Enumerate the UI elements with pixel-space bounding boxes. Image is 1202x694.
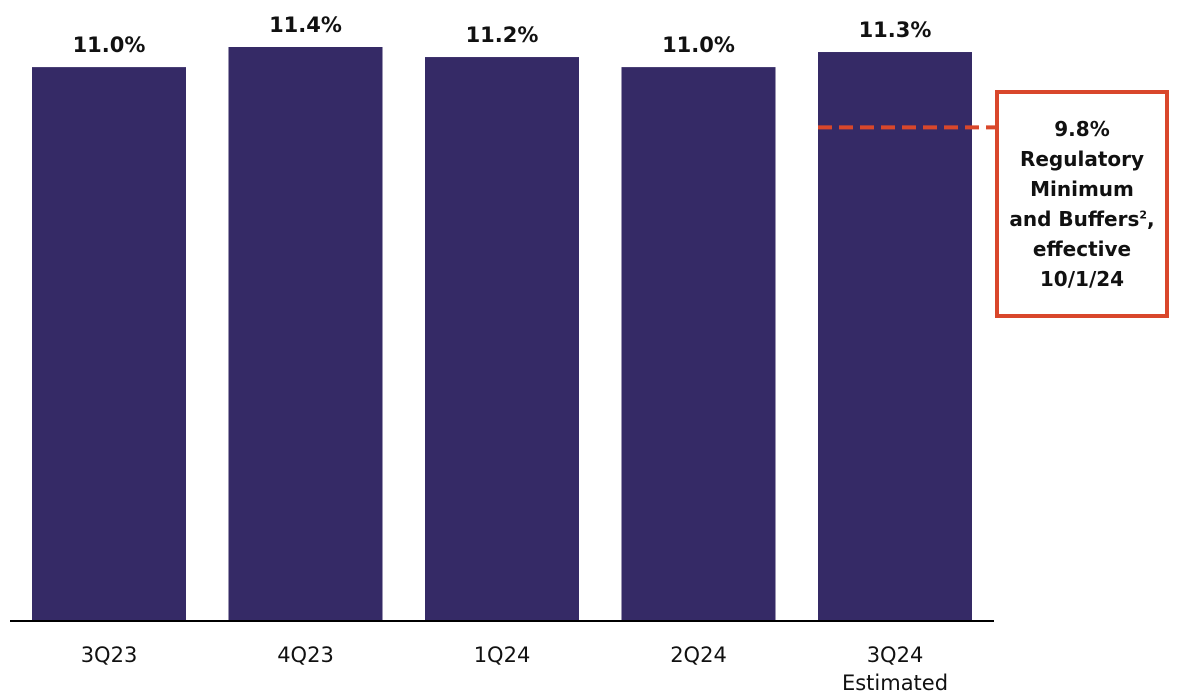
data-label-3q24: 11.3% [859,18,932,42]
callout-line-date: 10/1/24 [1039,267,1125,291]
callout-line-effective: effective [1032,237,1132,261]
callout-buffers-text: and Buffers [1009,207,1140,231]
category-label-3q23: 3Q23 [81,643,138,667]
category-sublabel-3q24: Estimated [842,671,948,694]
callout-line-buffers: and Buffers2, [1009,204,1154,234]
bar-4q23 [228,47,383,620]
bar-3q24 [818,52,972,621]
category-label-2q24: 2Q24 [670,643,727,667]
data-label-4q23: 11.4% [269,13,342,37]
category-label-4q23: 4Q23 [277,643,334,667]
callout-value: 9.8% [1054,117,1110,141]
bar-3q23 [32,67,186,620]
category-label-3q24: 3Q24 [867,643,924,667]
callout-line-minimum: Minimum [1030,177,1134,201]
bar-2q24 [621,67,776,620]
data-label-3q23: 11.0% [73,33,146,57]
bars-group [32,47,972,621]
category-labels-group: 3Q23 4Q23 1Q24 2Q24 3Q24 Estimated [81,643,948,694]
bar-1q24 [425,57,579,621]
data-label-1q24: 11.2% [466,23,539,47]
callout-buffers-comma: , [1147,207,1155,231]
data-label-2q24: 11.0% [662,33,735,57]
callout-line-regulatory: Regulatory [1019,147,1145,171]
data-labels-group: 11.0% 11.4% 11.2% 11.0% 11.3% [73,13,932,57]
category-label-1q24: 1Q24 [474,643,531,667]
regulatory-minimum-callout: 9.8% Regulatory Minimum and Buffers2, ef… [995,90,1169,318]
footnote-marker: 2 [1139,208,1148,222]
